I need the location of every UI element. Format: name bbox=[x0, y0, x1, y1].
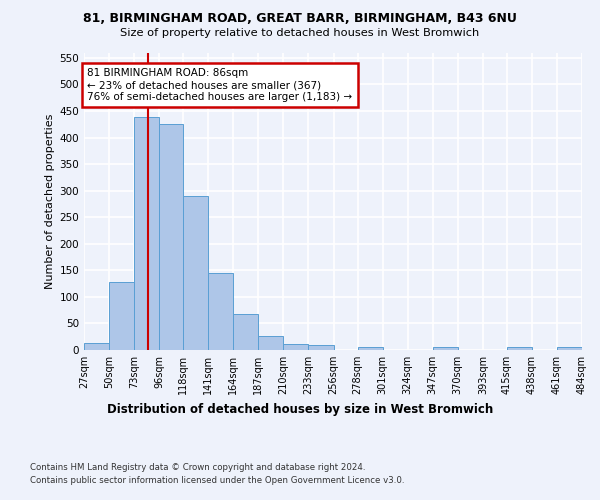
Y-axis label: Number of detached properties: Number of detached properties bbox=[45, 114, 55, 289]
Text: 81 BIRMINGHAM ROAD: 86sqm
← 23% of detached houses are smaller (367)
76% of semi: 81 BIRMINGHAM ROAD: 86sqm ← 23% of detac… bbox=[87, 68, 352, 102]
Bar bbox=[233, 314, 259, 350]
Bar bbox=[109, 282, 134, 350]
Bar bbox=[134, 118, 159, 350]
Bar bbox=[308, 345, 334, 350]
Bar bbox=[183, 196, 208, 350]
Text: Contains HM Land Registry data © Crown copyright and database right 2024.: Contains HM Land Registry data © Crown c… bbox=[30, 462, 365, 471]
Text: 81, BIRMINGHAM ROAD, GREAT BARR, BIRMINGHAM, B43 6NU: 81, BIRMINGHAM ROAD, GREAT BARR, BIRMING… bbox=[83, 12, 517, 26]
Bar bbox=[557, 347, 582, 350]
Bar bbox=[433, 348, 458, 350]
Bar bbox=[507, 348, 532, 350]
Bar bbox=[159, 124, 183, 350]
Text: Distribution of detached houses by size in West Bromwich: Distribution of detached houses by size … bbox=[107, 402, 493, 415]
Bar bbox=[283, 344, 308, 350]
Bar bbox=[84, 343, 109, 350]
Text: Size of property relative to detached houses in West Bromwich: Size of property relative to detached ho… bbox=[121, 28, 479, 38]
Text: Contains public sector information licensed under the Open Government Licence v3: Contains public sector information licen… bbox=[30, 476, 404, 485]
Bar bbox=[358, 348, 383, 350]
Bar bbox=[259, 336, 283, 350]
Bar bbox=[208, 273, 233, 350]
